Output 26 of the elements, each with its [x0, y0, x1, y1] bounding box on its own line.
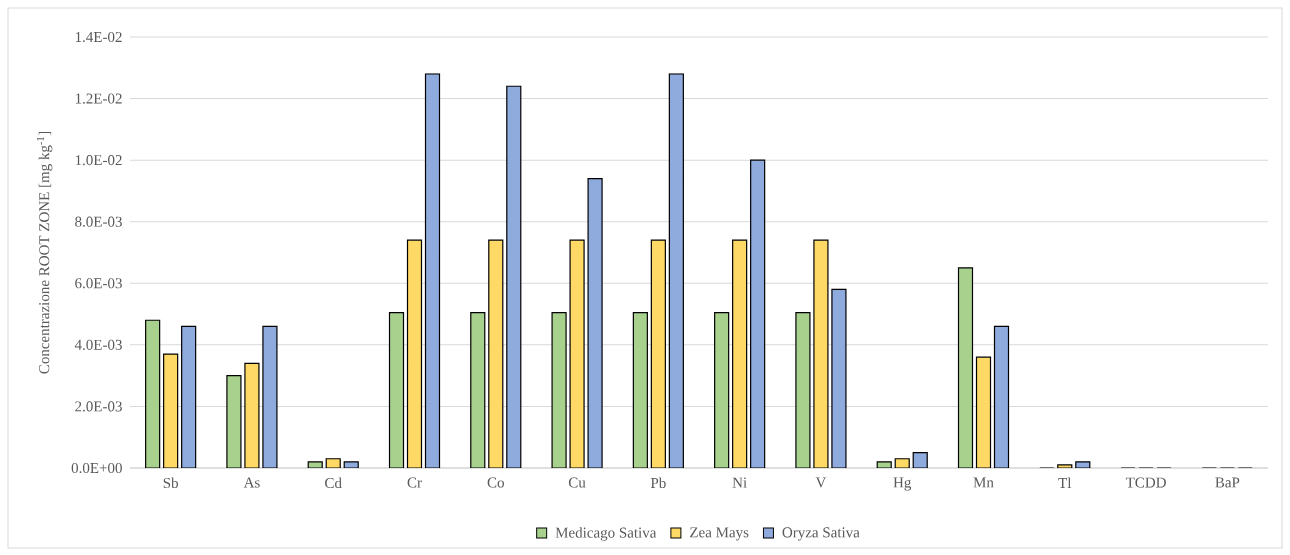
- y-tick-label: 6.0E-03: [75, 278, 122, 289]
- legend-label: Medicago Sativa: [555, 527, 657, 541]
- x-tick-label: Cr: [407, 477, 422, 488]
- x-tick-label: Mn: [973, 477, 994, 488]
- x-tick-label: TCDD: [1125, 477, 1166, 488]
- y-tick-label: 1.2E-02: [75, 93, 122, 104]
- x-tick-label: As: [243, 477, 260, 488]
- x-tick-label: Tl: [1058, 477, 1072, 488]
- x-tick-label: Pb: [650, 477, 666, 489]
- legend-label: Oryza Sativa: [782, 527, 860, 541]
- x-tick-label: BaP: [1215, 477, 1240, 488]
- y-tick-label: 4.0E-03: [74, 339, 122, 350]
- x-tick-label: Co: [487, 477, 504, 488]
- y-tick-label: 8.0E-03: [75, 216, 122, 227]
- x-tick-label: Cu: [568, 477, 586, 488]
- y-tick-label: 1.0E-02: [75, 155, 122, 166]
- x-tick-label: V: [815, 477, 827, 488]
- x-tick-label: Cd: [325, 477, 342, 489]
- y-tick-label: 1.4E-02: [75, 31, 122, 43]
- y-tick-label: 0.0E+00: [71, 462, 122, 474]
- y-tick-label: 2.0E-03: [75, 401, 122, 412]
- y-axis-title: Concentrazione ROOT ZONE [mg kg$^{-1}$]: [36, 131, 53, 374]
- legend-label: Zea Mays: [690, 527, 749, 541]
- x-tick-label: Sb: [163, 477, 178, 489]
- x-tick-label: Ni: [732, 477, 747, 488]
- x-tick-label: Hg: [893, 477, 912, 491]
